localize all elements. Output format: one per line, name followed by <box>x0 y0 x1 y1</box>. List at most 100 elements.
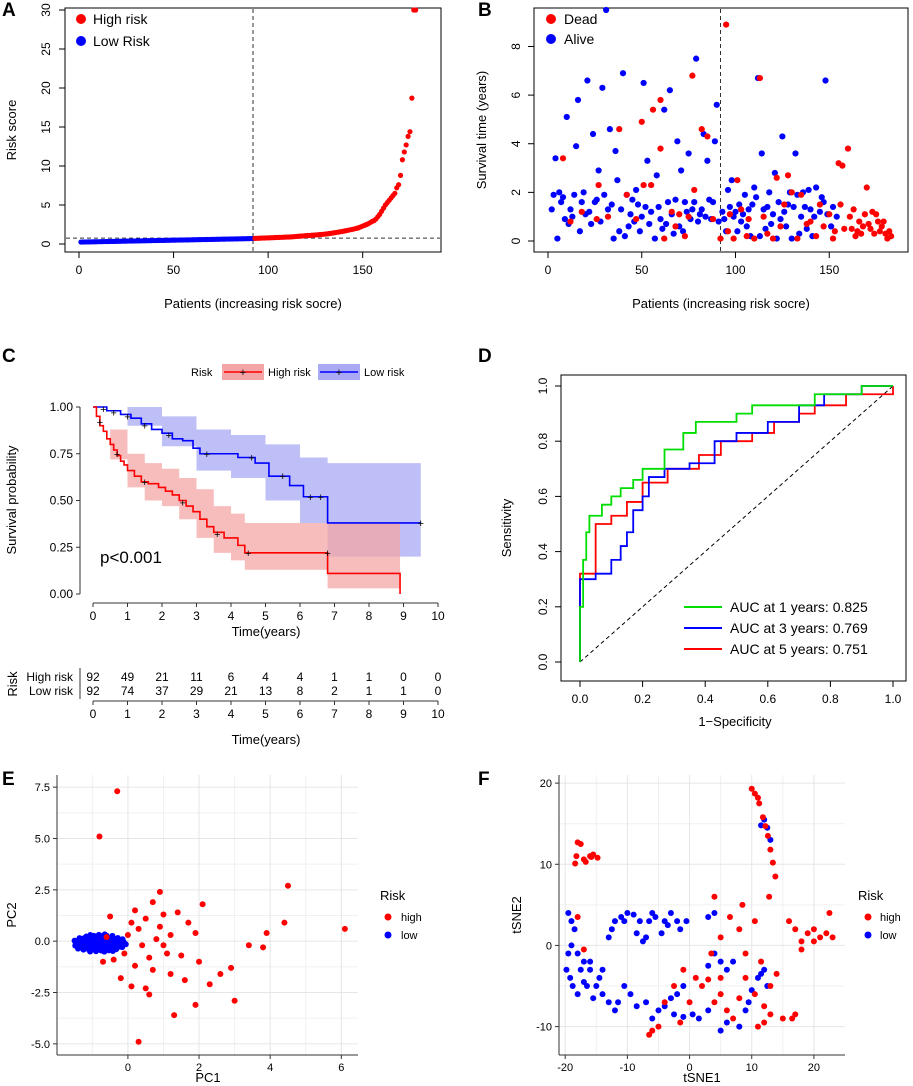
point-high-e <box>139 942 146 949</box>
risk-table-high-cell-c: 21 <box>155 670 169 684</box>
point-dead-b <box>657 145 664 152</box>
point-high-f <box>754 794 761 801</box>
point-high-f <box>823 930 830 937</box>
roc-curve-1y-d <box>579 385 893 662</box>
y-tick-label-f: 10 <box>540 859 552 871</box>
y-tick-label-c: 0.25 <box>50 540 74 554</box>
point-low-e <box>95 931 102 938</box>
risk-table-high-cell-c: 1 <box>331 670 338 684</box>
point-dead-b <box>813 233 820 240</box>
point-high-e <box>132 907 139 914</box>
point-alive-b <box>792 150 799 157</box>
point-alive-b <box>618 206 625 213</box>
point-high-e <box>284 882 291 889</box>
legend-marker-alive-b <box>546 34 556 44</box>
x-tick-label-d: 0.2 <box>634 692 651 706</box>
point-high-a <box>401 149 407 155</box>
risk-table-low-cell-c: 29 <box>190 684 204 698</box>
points-e <box>71 788 348 1045</box>
point-high-f <box>804 930 811 937</box>
point-low-f <box>671 1011 678 1018</box>
legend-marker-high-e <box>384 913 392 921</box>
point-dead-b <box>777 223 784 230</box>
point-alive-b <box>685 150 692 157</box>
point-low-f <box>717 1027 724 1034</box>
censor-mark-high-c: + <box>214 529 220 541</box>
point-high-f <box>680 966 687 973</box>
point-alive-b <box>567 206 574 213</box>
point-alive-b <box>756 233 763 240</box>
point-high-e <box>114 788 121 795</box>
point-high-e <box>181 977 188 984</box>
point-dead-b <box>640 181 647 189</box>
point-low-e <box>122 941 129 948</box>
point-high-f <box>692 974 699 981</box>
risk-table-x-tick-label-c: 9 <box>400 707 407 721</box>
censor-mark-high-c: + <box>97 417 103 429</box>
point-alive-b <box>625 223 632 230</box>
point-alive-b <box>691 198 698 206</box>
y-tick-label-d: 0.4 <box>536 543 550 560</box>
risk-table-low-cell-c: 8 <box>297 684 304 698</box>
point-dead-b <box>668 208 675 215</box>
point-alive-b <box>693 55 700 62</box>
point-alive-b <box>749 201 756 208</box>
point-dead-b <box>880 218 887 225</box>
point-alive-b <box>726 203 733 211</box>
x-tick-label-c: 4 <box>228 609 235 623</box>
point-alive-b <box>593 196 600 203</box>
y-tick-label-d: 0.0 <box>536 653 550 670</box>
point-dead-b <box>769 235 777 242</box>
legend-e: Risk high low <box>380 888 422 942</box>
point-alive-b <box>574 96 582 104</box>
censor-mark-high-c: + <box>324 548 330 560</box>
point-dead-b <box>751 235 758 242</box>
point-low-f <box>754 974 761 981</box>
point-dead-b <box>734 177 741 184</box>
point-alive-b <box>646 220 653 228</box>
point-dead-b <box>871 230 878 237</box>
x-tick-label-c: 8 <box>366 609 373 623</box>
roc-plot-d <box>579 385 894 663</box>
point-alive-b <box>674 138 681 145</box>
x-tick-label-b: 0 <box>545 263 552 277</box>
point-dead-b <box>773 174 780 181</box>
point-alive-b <box>713 101 720 108</box>
point-high-e <box>178 952 185 959</box>
point-alive-b <box>768 220 775 228</box>
point-dead-b <box>698 126 705 133</box>
point-alive-b <box>548 206 555 213</box>
point-dead-b <box>820 223 827 230</box>
xlabel-f: tSNE1 <box>683 1070 721 1085</box>
risk-table-high-cell-c: 49 <box>121 670 135 684</box>
plot-frame-d <box>560 374 907 682</box>
point-alive-b <box>739 211 747 218</box>
point-low-f <box>599 966 606 973</box>
risk-table-x-tick-label-c: 10 <box>431 707 445 721</box>
y-tick-label-b: 2 <box>509 189 523 196</box>
point-high-a <box>409 95 415 101</box>
point-dead-b <box>859 223 867 230</box>
panel-e: E 0 2 4 6 -5.0 -2.5 0.0 2.5 5.0 7.5 PC1 PC2 Risk … <box>2 769 422 1085</box>
point-low-f <box>615 999 622 1006</box>
point-alive-b <box>663 220 670 228</box>
point-high-e <box>156 888 163 895</box>
point-alive-b <box>683 208 690 215</box>
risk-table-x-tick-label-c: 7 <box>331 707 338 721</box>
point-dead-b <box>743 233 750 240</box>
point-high-a <box>397 172 404 178</box>
point-high-e <box>228 964 235 971</box>
point-alive-b <box>651 235 658 242</box>
legend-marker-dead-b <box>546 14 556 24</box>
point-alive-b <box>741 191 748 198</box>
point-low-f <box>705 1007 712 1014</box>
point-dead-b <box>723 21 730 28</box>
point-alive-b <box>580 189 587 196</box>
point-low-f <box>605 934 612 941</box>
point-low-f <box>611 1007 618 1014</box>
point-low-f <box>689 1011 696 1018</box>
point-high-e <box>196 958 203 965</box>
legend-plus-high-c: + <box>240 367 246 379</box>
legend-marker-high-a <box>76 14 86 24</box>
x-tick-label-d: 1.0 <box>885 692 902 706</box>
